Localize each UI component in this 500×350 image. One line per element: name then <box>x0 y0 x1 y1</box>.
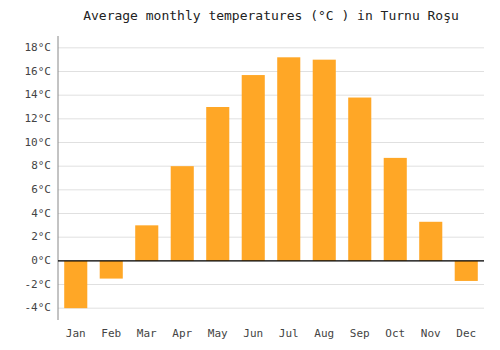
grid-line <box>58 260 484 261</box>
grid-line <box>58 308 484 309</box>
y-tick-labels: -4°C -2°C 0°C 2°C 4°C 6°C 8°C 10°C 12°C 14°C 16°C 1… <box>25 41 52 314</box>
y-tick-label: 8°C <box>31 159 51 172</box>
x-tick-label: Dec <box>456 327 476 340</box>
y-tick-label: 12°C <box>25 112 52 125</box>
y-tick-label: -4°C <box>25 301 52 314</box>
zero-line <box>58 260 484 261</box>
bar <box>313 60 336 261</box>
x-tick-label: May <box>208 327 228 340</box>
bar <box>348 98 371 261</box>
x-tick-label: Jun <box>243 327 263 340</box>
bar <box>171 166 194 261</box>
grid-line <box>58 95 484 96</box>
y-tick-label: 4°C <box>31 207 51 220</box>
bars <box>64 57 478 308</box>
grid-line <box>58 71 484 72</box>
title: Average monthly temperatures (°C ) in Tu… <box>83 8 459 23</box>
bar <box>100 261 123 279</box>
grid-line <box>58 118 484 119</box>
grid-line <box>58 284 484 285</box>
x-tick-label: Jul <box>279 327 299 340</box>
grid-line <box>58 189 484 190</box>
bar <box>206 107 229 261</box>
x-tick-label: Sep <box>350 327 370 340</box>
bar <box>135 225 158 260</box>
x-tick-labels: Jan Feb Mar Apr May Jun Jul Aug Sep Oct Nov Dec <box>66 327 476 340</box>
y-tick-label: 14°C <box>25 88 52 101</box>
y-grid <box>58 48 484 308</box>
x-tick-label: Mar <box>137 327 157 340</box>
y-tick-label: 6°C <box>31 183 51 196</box>
x-tick-label: Aug <box>314 327 334 340</box>
bar <box>384 158 407 261</box>
bar <box>419 222 442 261</box>
y-tick-label: 2°C <box>31 230 51 243</box>
x-tick-label: Jan <box>66 327 86 340</box>
grid-line <box>58 142 484 143</box>
x-tick-label: Apr <box>172 327 192 340</box>
bar <box>277 57 300 261</box>
y-tick-label: 16°C <box>25 65 52 78</box>
grid-line <box>58 166 484 167</box>
grid-line <box>58 47 484 48</box>
y-tick-label: 18°C <box>25 41 52 54</box>
chart: Average monthly temperatures (°C ) in Tu… <box>0 0 500 350</box>
x-tick-label: Oct <box>385 327 405 340</box>
bar <box>455 261 478 281</box>
y-tick-label: 0°C <box>31 254 51 267</box>
x-tick-label: Feb <box>101 327 121 340</box>
grid-line <box>58 213 484 214</box>
bar <box>242 75 265 261</box>
y-tick-label: 10°C <box>25 136 52 149</box>
y-axis-line <box>58 36 59 320</box>
x-tick-label: Nov <box>421 327 441 340</box>
bar <box>64 261 87 308</box>
y-tick-label: -2°C <box>25 278 52 291</box>
